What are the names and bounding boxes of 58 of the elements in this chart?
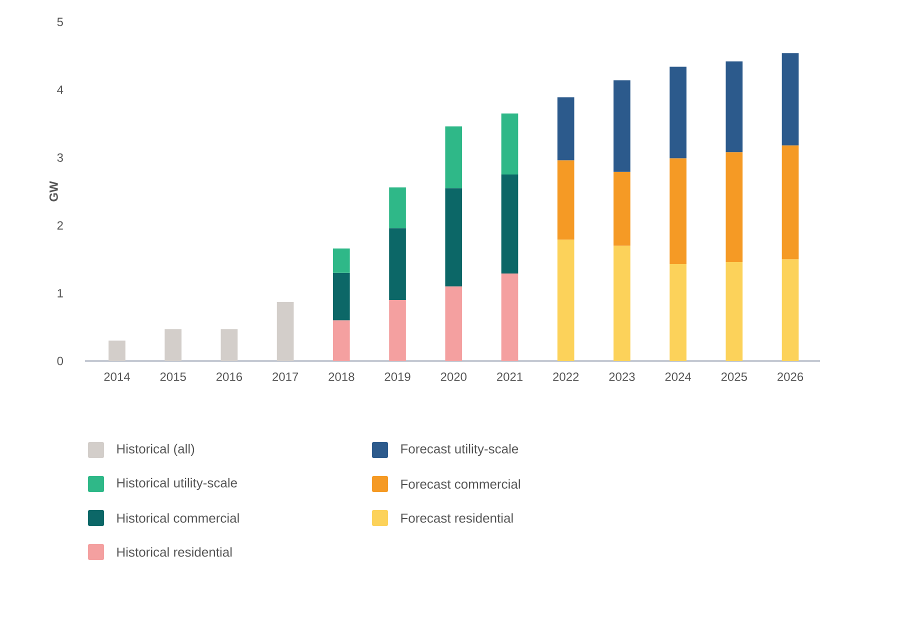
bar	[670, 66, 686, 158]
y-tick-label: 5	[57, 18, 63, 26]
bar	[333, 248, 350, 273]
bar	[726, 152, 743, 262]
y-tick-label: 3	[57, 153, 63, 162]
bar	[614, 172, 630, 246]
bar	[389, 187, 406, 228]
bar	[108, 340, 126, 361]
bar	[445, 286, 462, 361]
bar	[220, 329, 238, 361]
x-tick-label: 2015	[160, 372, 186, 382]
bar	[276, 302, 294, 361]
bar	[389, 300, 406, 361]
x-tick-label: 2014	[104, 372, 130, 382]
bar	[333, 320, 350, 361]
x-tick-label: 2016	[216, 372, 242, 382]
x-tick-label: 2023	[609, 372, 635, 382]
x-tick-label: 2017	[272, 372, 298, 382]
x-tick-label: 2024	[665, 372, 692, 382]
bar	[782, 145, 799, 260]
x-tick-label: 2019	[384, 372, 410, 382]
bar	[557, 240, 574, 361]
x-tick-label: 2025	[721, 372, 747, 382]
y-tick-label: 1	[58, 289, 63, 298]
x-tick-label: 2026	[778, 372, 804, 382]
legend-label: Historical utility-scale	[117, 478, 237, 490]
x-tick-label: 2018	[328, 372, 354, 382]
y-tick-label: 2	[57, 221, 63, 230]
legend-label: Forecast utility-scale	[401, 444, 518, 456]
bar	[557, 160, 574, 240]
bar	[670, 158, 686, 264]
bar	[164, 329, 182, 361]
bar	[726, 61, 743, 152]
y-axis-title: GW	[49, 181, 58, 202]
x-tick-label: 2022	[553, 372, 579, 382]
bar	[501, 114, 518, 175]
bar	[501, 274, 518, 361]
legend-label: Forecast residential	[401, 513, 513, 523]
y-tick-label: 0	[57, 356, 64, 366]
bar	[782, 259, 799, 361]
bar	[501, 174, 518, 274]
bar	[614, 246, 630, 361]
bar	[389, 228, 406, 300]
bar	[782, 53, 799, 146]
bar	[557, 97, 574, 160]
legend-label: Forecast commercial	[401, 479, 520, 489]
bar	[445, 126, 462, 188]
x-tick-label: 2020	[440, 372, 467, 382]
bar	[614, 80, 630, 172]
legend-label: Historical residential	[117, 547, 232, 557]
legend-label: Historical commercial	[117, 513, 239, 523]
x-tick-label: 2021	[496, 372, 522, 382]
legend-label: Historical (all)	[117, 444, 194, 456]
bar	[333, 272, 350, 320]
bar	[445, 188, 462, 286]
bar	[726, 262, 743, 361]
bar	[670, 264, 686, 361]
y-tick-label: 4	[57, 86, 64, 94]
